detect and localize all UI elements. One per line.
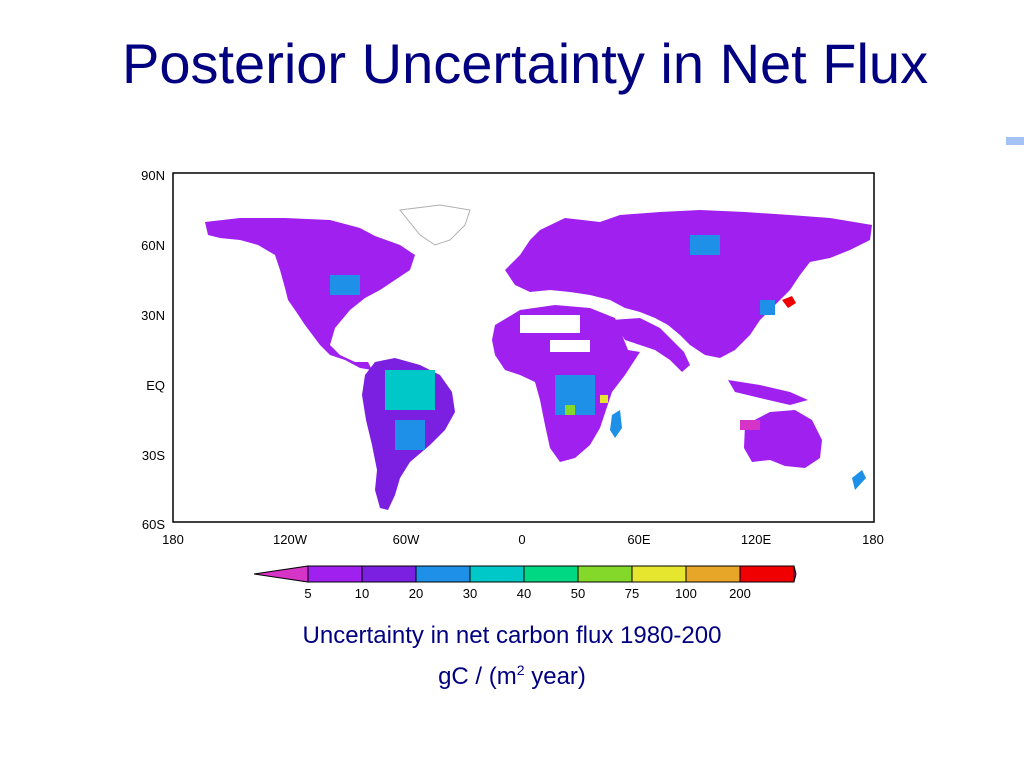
map-frame [172,172,875,523]
colorbar-swatch-8 [685,565,741,583]
lat-label-60S: 60S [142,517,165,532]
lon-label-1: 120W [273,532,308,547]
land-greenland [399,204,471,246]
colorbar-swatch-6 [577,565,633,583]
colorbar-level-10: 10 [355,586,369,601]
longitude-axis-labels: 180 120W 60W 0 60E 120E 180 [162,532,884,547]
lon-label-3: 0 [518,532,525,547]
lat-label-90N: 90N [141,168,165,183]
land-australia [744,410,822,468]
lat-label-30S: 30S [142,448,165,463]
land-madagascar [610,410,622,438]
lon-label-4: 60E [627,532,650,547]
colorbar: 5 10 20 30 40 50 75 100 200 [253,565,797,601]
figure-caption: Uncertainty in net carbon flux 1980-200 … [212,619,812,694]
land-eurasia [505,210,872,358]
lat-label-30N: 30N [141,308,165,323]
lon-label-5: 120E [741,532,772,547]
colorbar-level-5: 5 [304,586,311,601]
title-underline-bar [1006,137,1024,145]
colorbar-swatch-7 [631,565,687,583]
land-japan [782,296,796,308]
colorbar-high-extension [793,565,797,583]
colorbar-swatch-2 [361,565,417,583]
colorbar-level-30: 30 [463,586,477,601]
land-north-america [205,218,415,370]
caption-line-2: gC / (m2 year) [212,653,812,694]
colorbar-swatch-5 [523,565,579,583]
lon-label-0: 180 [162,532,184,547]
caption-units-prefix: gC / (m [438,663,517,690]
colorbar-level-20: 20 [409,586,423,601]
lon-label-6: 180 [862,532,884,547]
colorbar-level-50: 50 [571,586,585,601]
colorbar-level-200: 200 [729,586,751,601]
caption-units-suffix: year) [524,663,586,690]
colorbar-swatch-4 [469,565,525,583]
land-new-zealand [852,470,866,490]
lat-label-60N: 60N [141,238,165,253]
colorbar-low-extension [253,565,309,583]
lat-label-EQ: EQ [146,378,165,393]
caption-line-1: Uncertainty in net carbon flux 1980-200 [302,622,722,649]
slide-title: Posterior Uncertainty in Net Flux [122,32,929,95]
caption-units-exponent: 2 [516,662,525,678]
colorbar-level-100: 100 [675,586,697,601]
land-arabia-india [612,318,690,372]
land-indonesia [728,380,808,405]
lon-label-2: 60W [393,532,420,547]
colorbar-level-40: 40 [517,586,531,601]
colorbar-swatch-1 [307,565,363,583]
colorbar-level-75: 75 [625,586,639,601]
colorbar-swatch-3 [415,565,471,583]
latitude-axis-labels: 90N 60N 30N EQ 30S 60S [141,168,165,532]
colorbar-swatch-9 [739,565,795,583]
uncertainty-patches [330,235,775,450]
